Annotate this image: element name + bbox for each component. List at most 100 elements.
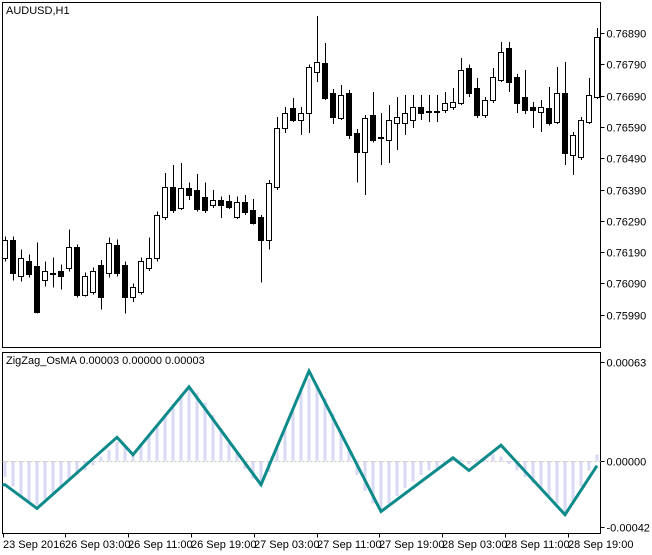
bear-candle <box>418 107 424 114</box>
price-tick-label: 0.76190 <box>607 248 647 260</box>
bear-candle <box>202 197 208 211</box>
indicator-values-label: ZigZag_OsMA 0.00003 0.00000 0.00003 <box>6 355 205 367</box>
time-tick-label: 26 Sep 03:00 <box>65 539 130 551</box>
histogram-bar <box>67 461 71 480</box>
histogram-bar <box>219 427 223 462</box>
bear-candle <box>546 108 552 124</box>
bull-candle <box>378 137 384 139</box>
bull-candle <box>18 258 24 277</box>
bull-candle <box>570 135 576 156</box>
histogram-bar <box>491 454 495 462</box>
histogram-bar <box>547 461 551 498</box>
histogram-bar <box>107 449 111 462</box>
bull-candle <box>178 188 184 209</box>
price-tick-label: 0.76390 <box>607 186 647 198</box>
bear-candle <box>114 245 120 274</box>
bull-candle <box>266 183 272 241</box>
histogram-bar <box>211 415 215 462</box>
histogram-bar <box>203 402 207 462</box>
bull-candle <box>50 273 56 275</box>
price-axis: 0.76890 0.76790 0.76690 0.76590 0.76490 0.763… <box>600 29 647 323</box>
histogram-bar <box>307 378 311 462</box>
histogram-bar <box>195 393 199 462</box>
time-tick-label: 23 Sep 2016 <box>3 539 65 551</box>
bull-candle <box>106 243 112 274</box>
bear-candle <box>514 77 520 104</box>
histogram-bar <box>299 391 303 462</box>
histogram-bar <box>507 461 511 465</box>
histogram-bar <box>411 461 415 482</box>
bear-candle <box>10 240 16 274</box>
histogram-bar <box>155 426 159 462</box>
histogram-bar <box>163 415 167 462</box>
histogram-bar <box>179 394 183 462</box>
bear-candle <box>258 217 264 241</box>
histogram-bar <box>43 461 47 499</box>
histogram-bar <box>419 461 423 476</box>
bear-candle <box>474 88 480 116</box>
bull-candle <box>434 111 440 113</box>
histogram-bar <box>467 461 471 465</box>
histogram-bar <box>59 461 63 487</box>
price-tick-label: 0.75990 <box>607 311 647 323</box>
bull-candle <box>234 202 240 218</box>
time-tick-label: 28 Sep 03:00 <box>442 539 507 551</box>
bull-candle <box>362 118 368 153</box>
price-tick-label: 0.76090 <box>607 279 647 291</box>
indicator-tick-label: -0.00042 <box>607 523 650 535</box>
histogram-bar <box>355 461 359 476</box>
histogram-bar <box>123 446 127 462</box>
bull-candle <box>586 95 592 123</box>
bull-candle <box>42 271 48 281</box>
bull-candle <box>402 113 408 124</box>
histogram-bar <box>523 461 527 477</box>
histogram-bar <box>531 461 535 484</box>
histogram-bar <box>187 388 191 462</box>
bear-candle <box>218 200 224 206</box>
histogram-bar <box>291 407 295 462</box>
bull-candle <box>82 276 88 296</box>
time-tick-label: 28 Sep 11:00 <box>505 539 570 551</box>
histogram-bar <box>283 426 287 462</box>
bear-candle <box>426 111 432 113</box>
time-tick-label: 26 Sep 11:00 <box>128 539 193 551</box>
histogram-bar <box>395 461 399 496</box>
bear-candle <box>290 108 296 121</box>
price-tick-label: 0.76690 <box>607 92 647 104</box>
price-tick-label: 0.76490 <box>607 154 647 166</box>
osma-histogram <box>3 378 599 514</box>
bull-candle <box>578 120 584 158</box>
bull-candle <box>450 102 456 108</box>
time-tick-label: 27 Sep 03:00 <box>254 539 319 551</box>
bear-candle <box>370 115 376 141</box>
histogram-bar <box>539 461 543 490</box>
histogram-bar <box>139 445 143 462</box>
histogram-bar <box>555 461 559 504</box>
histogram-bar <box>379 461 383 510</box>
histogram-bar <box>499 456 503 462</box>
symbol-period-label: AUDUSD,H1 <box>6 5 70 17</box>
histogram-bar <box>595 454 599 462</box>
histogram-bar <box>331 413 335 462</box>
bear-candle <box>170 187 176 211</box>
time-tick-label: 27 Sep 19:00 <box>379 539 444 551</box>
bull-candle <box>146 258 152 269</box>
bull-candle <box>274 128 280 188</box>
bull-candle <box>210 200 216 206</box>
histogram-bar <box>371 461 375 504</box>
bear-candle <box>522 97 528 111</box>
histogram-bar <box>19 461 23 496</box>
bull-candle <box>282 113 288 129</box>
bear-candle <box>250 210 256 224</box>
bear-candle <box>122 265 128 298</box>
zigzag-line <box>2 367 599 518</box>
bear-candle <box>506 48 512 83</box>
bear-candle <box>34 266 40 313</box>
bull-candle <box>138 261 144 293</box>
bull-candle <box>162 187 168 218</box>
histogram-bar <box>99 456 103 462</box>
histogram-bar <box>3 461 7 477</box>
